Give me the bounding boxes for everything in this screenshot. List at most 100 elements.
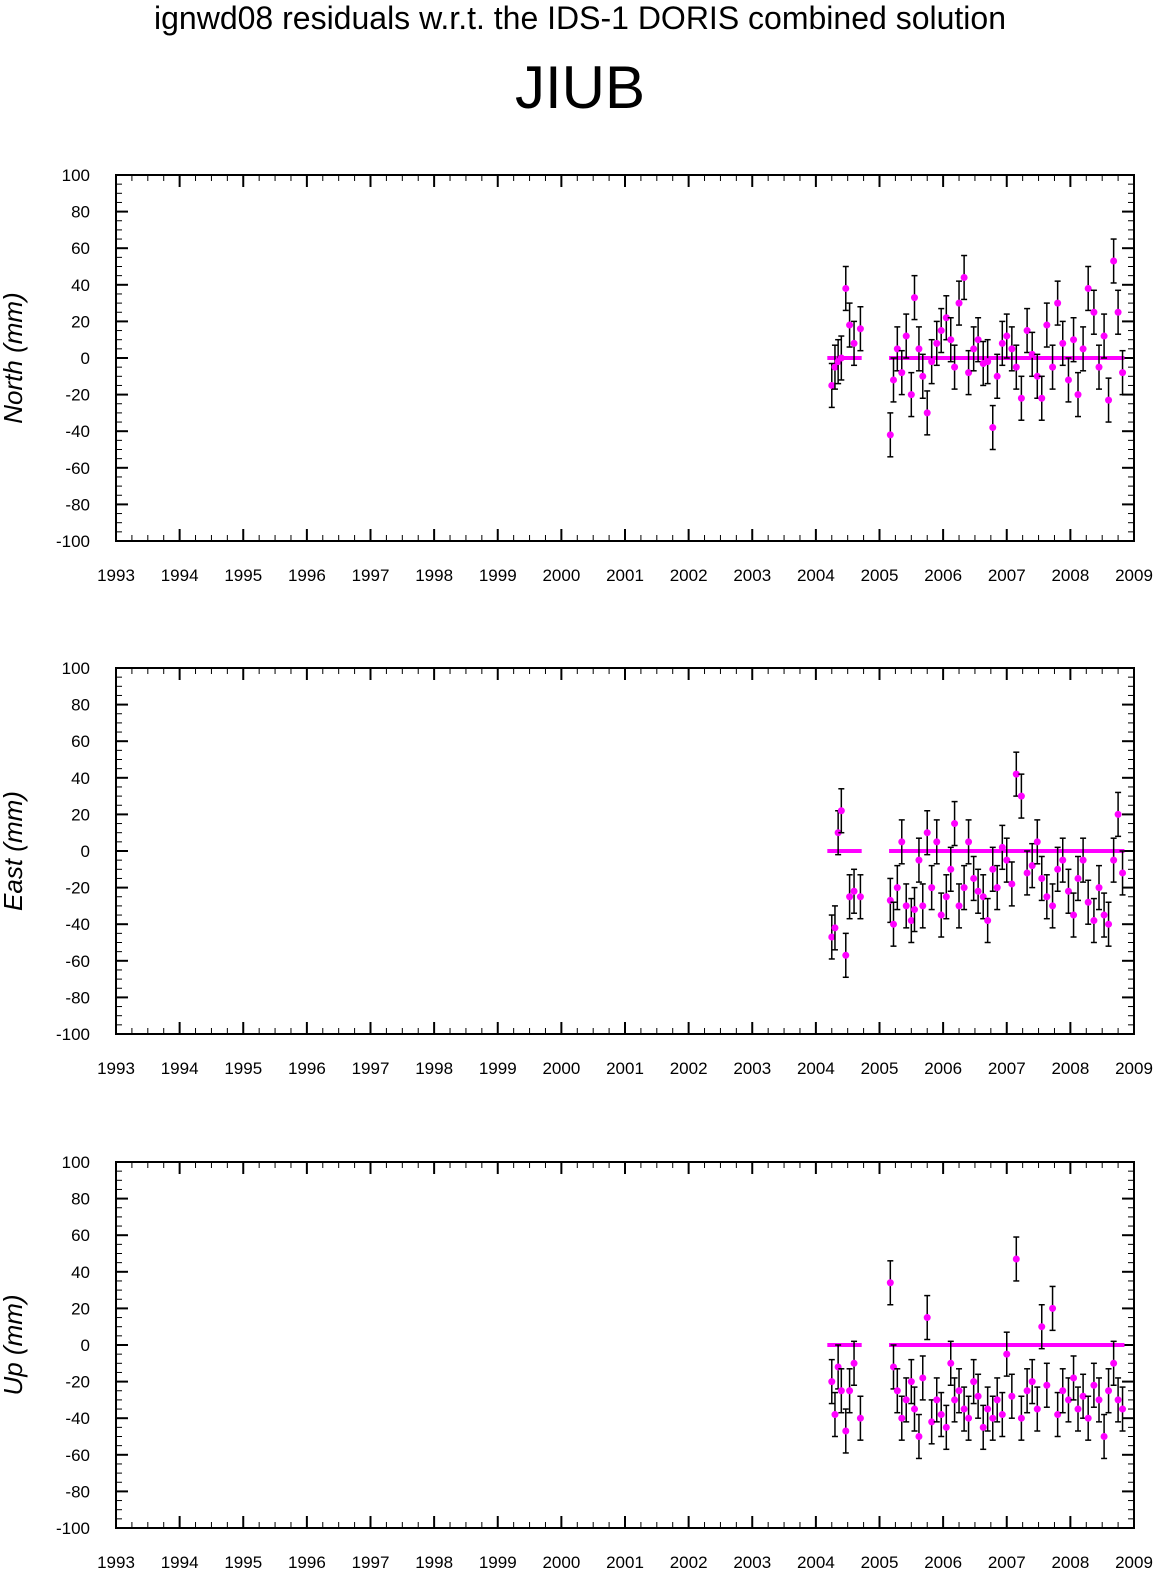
- east-point-marker: [919, 902, 927, 910]
- east-data-point: [1008, 861, 1016, 907]
- east-point-marker: [1012, 770, 1020, 778]
- east-point-marker: [974, 887, 982, 895]
- north-residuals-chart: 1993 1994 1995 1996 1997 1998 1999 2000 2001 2002…: [0, 150, 1160, 590]
- up-point-marker: [970, 1378, 978, 1386]
- up-data-point: [1079, 1373, 1087, 1419]
- east-data-point: [1054, 846, 1062, 893]
- north-data-point: [993, 353, 1001, 400]
- east-x-tick-label: 2002: [670, 1059, 708, 1078]
- up-point-marker: [1003, 1350, 1011, 1358]
- east-x-tick-label: 1993: [97, 1059, 135, 1078]
- up-x-tick-label: 2007: [988, 1553, 1026, 1572]
- north-data-point: [902, 313, 910, 359]
- east-data-point: [1105, 901, 1113, 947]
- up-data-point: [942, 1404, 950, 1451]
- page-title: ignwd08 residuals w.r.t. the IDS-1 DORIS…: [154, 0, 1006, 36]
- east-point-marker: [1023, 869, 1031, 877]
- east-point-marker: [842, 951, 850, 959]
- north-x-tick-label: 2003: [733, 566, 771, 585]
- north-data-point: [1043, 302, 1051, 348]
- up-point-marker: [831, 1411, 839, 1419]
- east-point-marker: [1028, 862, 1036, 870]
- up-point-marker: [1043, 1381, 1051, 1389]
- up-point-marker: [993, 1396, 1001, 1404]
- east-data-point: [910, 886, 918, 933]
- east-point-marker: [907, 917, 915, 925]
- east-x-tick-label: 1999: [479, 1059, 517, 1078]
- north-x-tick-label: 2006: [924, 566, 962, 585]
- up-data-point: [842, 1408, 850, 1454]
- north-point-marker: [1043, 321, 1051, 329]
- north-point-marker: [974, 336, 982, 344]
- north-point-marker: [907, 391, 915, 399]
- east-data-point: [1059, 837, 1067, 883]
- east-data-point: [1079, 837, 1087, 883]
- up-point-marker: [1028, 1378, 1036, 1386]
- east-point-marker: [1038, 874, 1046, 882]
- east-point-marker: [846, 893, 854, 901]
- east-point-marker: [1008, 880, 1016, 888]
- up-y-tick-label: 40: [71, 1263, 90, 1282]
- north-point-marker: [928, 358, 936, 366]
- up-data-point: [928, 1399, 936, 1445]
- up-data-point: [889, 1344, 897, 1390]
- up-data-point: [1049, 1285, 1057, 1332]
- up-x-tick-label: 2002: [670, 1553, 708, 1572]
- north-point-marker: [1023, 327, 1031, 335]
- up-point-marker: [1090, 1381, 1098, 1389]
- east-y-tick-label: -60: [65, 952, 90, 971]
- north-point-marker: [1070, 336, 1078, 344]
- north-point-marker: [1038, 394, 1046, 402]
- north-point-marker: [951, 363, 959, 371]
- up-data-point: [898, 1395, 906, 1441]
- east-y-tick-label: -80: [65, 988, 90, 1007]
- north-data-point: [1064, 357, 1072, 403]
- east-point-marker: [902, 902, 910, 910]
- east-point-marker: [893, 884, 901, 892]
- east-x-tick-label: 2005: [861, 1059, 899, 1078]
- east-data-point: [951, 800, 959, 847]
- up-data-point: [1008, 1373, 1016, 1419]
- up-data-point: [965, 1395, 973, 1441]
- north-x-tick-label: 2002: [670, 566, 708, 585]
- north-data-point: [1119, 349, 1127, 396]
- north-point-marker: [1100, 332, 1108, 340]
- up-data-point: [993, 1377, 1001, 1423]
- east-point-marker: [1095, 884, 1103, 892]
- up-point-marker: [907, 1378, 915, 1386]
- east-data-point: [1114, 791, 1122, 838]
- north-y-tick-label: -60: [65, 459, 90, 478]
- north-point-marker: [1054, 299, 1062, 307]
- up-point-marker: [1059, 1387, 1067, 1395]
- north-point-marker: [1079, 345, 1087, 353]
- north-x-tick-label: 1994: [161, 566, 199, 585]
- up-y-tick-label: -40: [65, 1409, 90, 1428]
- east-x-tick-label: 2004: [797, 1059, 835, 1078]
- north-data-point: [974, 316, 982, 363]
- north-point-marker: [965, 369, 973, 377]
- east-point-marker: [970, 874, 978, 882]
- east-point-marker: [910, 906, 918, 914]
- east-x-tick-label: 2003: [733, 1059, 771, 1078]
- north-point-marker: [915, 345, 923, 353]
- east-data-point: [928, 864, 936, 911]
- east-data-point: [915, 837, 923, 883]
- up-point-marker: [1033, 1405, 1041, 1413]
- up-data-point: [837, 1368, 845, 1414]
- east-point-marker: [960, 884, 968, 892]
- up-point-marker: [974, 1392, 982, 1400]
- east-point-marker: [834, 829, 842, 837]
- north-point-marker: [1090, 308, 1098, 316]
- east-data-point: [1012, 751, 1020, 797]
- east-chart-svg: 1993 1994 1995 1996 1997 1998 1999 2000 2001 2002…: [0, 659, 1153, 1078]
- north-x-tick-label: 2004: [797, 566, 835, 585]
- north-data-point: [1079, 326, 1087, 372]
- up-point-marker: [937, 1411, 945, 1419]
- north-data-point: [1003, 313, 1011, 359]
- north-data-point: [915, 326, 923, 372]
- north-y-tick-label: 40: [71, 276, 90, 295]
- north-data-point: [1105, 377, 1113, 423]
- up-x-tick-label: 2005: [861, 1553, 899, 1572]
- east-point-marker: [1119, 869, 1127, 877]
- north-point-marker: [919, 372, 927, 380]
